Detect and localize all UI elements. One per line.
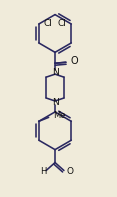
Text: N: N <box>52 68 58 77</box>
Text: Cl: Cl <box>43 19 52 28</box>
Text: N: N <box>52 98 58 108</box>
Text: O: O <box>67 167 74 176</box>
Text: H: H <box>40 167 46 176</box>
Text: Cl: Cl <box>58 19 67 28</box>
Text: O: O <box>71 56 79 66</box>
Text: Me: Me <box>54 111 66 120</box>
